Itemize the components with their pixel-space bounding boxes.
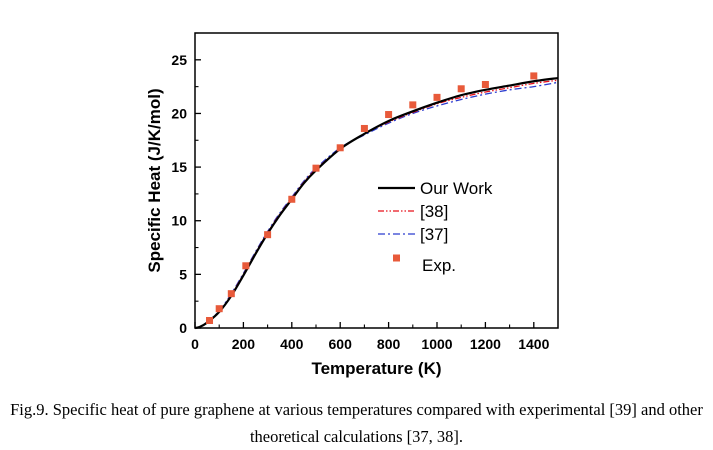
- legend-label-37: [37]: [420, 225, 448, 244]
- exp-data-point: [530, 72, 538, 80]
- y-tick-label: 5: [179, 266, 187, 282]
- legend-label-exp: Exp.: [422, 256, 456, 275]
- legend-label-our-work: Our Work: [420, 179, 493, 198]
- exp-data-point: [360, 124, 368, 132]
- y-tick-label: 20: [171, 105, 187, 121]
- legend-label-38: [38]: [420, 202, 448, 221]
- y-tick-label: 25: [171, 52, 187, 68]
- specific-heat-chart: 0 200 400 600 800 1000 1200 1400 0 5 10 15 20 25 Our W…: [145, 32, 559, 378]
- y-tick-label: 0: [179, 320, 187, 336]
- x-axis-title: Temperature (K): [311, 359, 441, 378]
- series-line-our-work: [194, 76, 559, 330]
- y-tick-label: 10: [171, 213, 187, 229]
- y-tick-label: 15: [171, 159, 187, 175]
- caption-line-2: theoretical calculations [37, 38].: [249, 427, 464, 446]
- x-tick-label: 400: [280, 336, 304, 352]
- caption-line-1: Fig.9. Specific heat of pure graphene at…: [10, 400, 703, 419]
- exp-data-point: [312, 164, 320, 172]
- x-tick-label: 800: [377, 336, 401, 352]
- exp-data-point: [336, 144, 344, 152]
- x-tick-label: 1400: [518, 336, 549, 352]
- exp-data-point: [227, 290, 235, 298]
- exp-data-point: [264, 231, 272, 239]
- legend-swatch-exp: [393, 254, 400, 262]
- exp-data-point: [433, 93, 441, 101]
- exp-data-point: [242, 262, 250, 270]
- series-line-38: [194, 79, 559, 329]
- series-line-37: [194, 81, 559, 329]
- x-tick-label: 1000: [421, 336, 452, 352]
- x-tick-label: 1200: [470, 336, 501, 352]
- y-axis-title: Specific Heat (J/K/mol): [145, 88, 164, 272]
- exp-data-point: [215, 305, 223, 313]
- figure-caption: Fig.9. Specific heat of pure graphene at…: [0, 396, 713, 450]
- plot-frame: [194, 32, 559, 329]
- x-tick-label: 200: [232, 336, 256, 352]
- x-tick-label: 600: [329, 336, 353, 352]
- exp-data-point: [206, 316, 214, 324]
- exp-data-point: [409, 101, 417, 109]
- x-tick-label: 0: [191, 336, 199, 352]
- exp-data-point: [385, 111, 393, 119]
- exp-data-point: [457, 85, 465, 93]
- exp-data-point: [288, 195, 296, 203]
- exp-data-point: [481, 80, 489, 88]
